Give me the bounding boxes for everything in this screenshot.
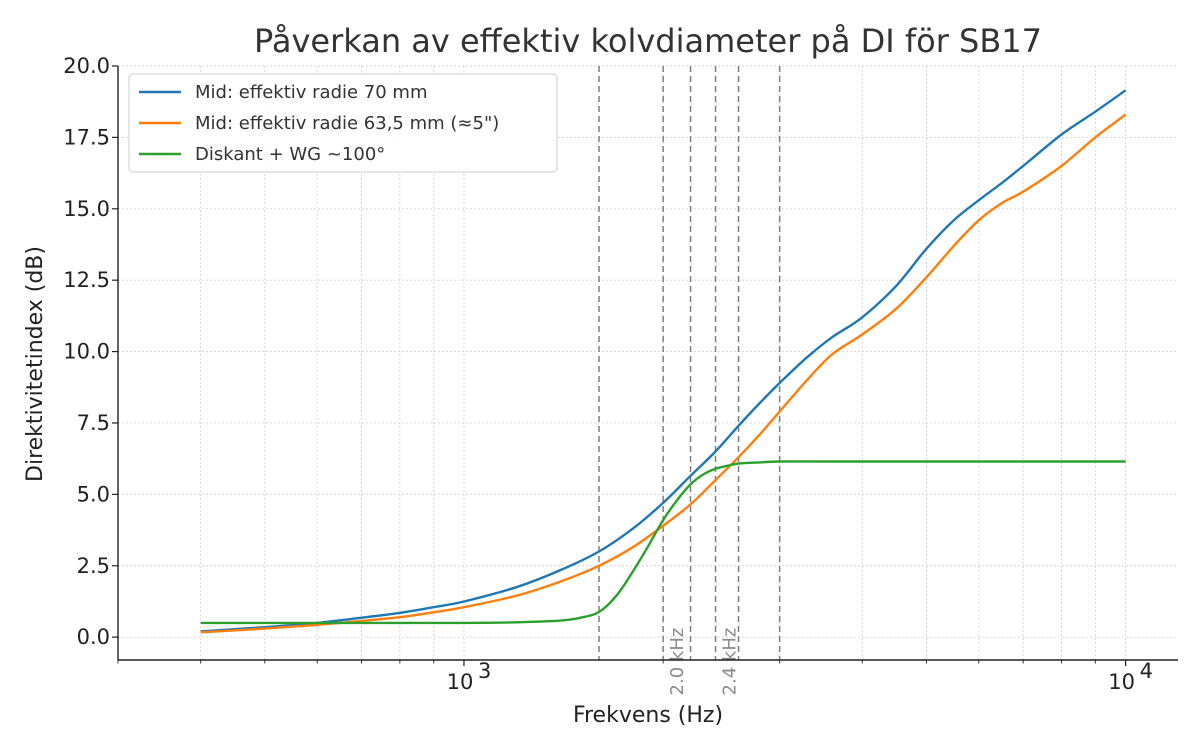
y-tick-label: 2.5 [77, 554, 110, 578]
y-axis-label: Direktivitetindex (dB) [23, 246, 48, 482]
y-tick-label: 20.0 [63, 54, 110, 78]
x-tick-exponent: 4 [1140, 659, 1153, 683]
marker-lines: 2.0 kHz 2.4 kHz [598, 66, 781, 696]
x-tick-label: 10 [447, 670, 474, 694]
x-tick-label: 10 [1108, 670, 1135, 694]
y-tick-label: 7.5 [77, 411, 110, 435]
series-group [200, 89, 1127, 634]
legend-entry-3: Diskant + WG ~100° [195, 144, 385, 165]
series-line-2 [200, 113, 1127, 634]
legend-entry-2: Mid: effektiv radie 63,5 mm (≈5") [195, 113, 499, 134]
series-line-1 [200, 89, 1127, 633]
legend: Mid: effektiv radie 70 mm Mid: effektiv r… [128, 73, 558, 173]
chart-title: Påverkan av effektiv kolvdiameter på DI … [254, 22, 1042, 60]
legend-box [128, 73, 558, 173]
x-axis-label: Frekvens (Hz) [573, 703, 723, 728]
y-tick-label: 17.5 [63, 125, 110, 149]
marker-line-label: 2.4 kHz [720, 628, 741, 696]
series-line-3 [200, 460, 1126, 625]
y-tick-label: 0.0 [77, 625, 110, 649]
y-tick-label: 12.5 [63, 268, 110, 292]
y-tick-label: 5.0 [77, 482, 110, 506]
tick-labels: 0.02.55.07.510.012.515.017.520.010 3 10 4 [63, 54, 1153, 694]
legend-entry-1: Mid: effektiv radie 70 mm [195, 82, 428, 103]
marker-line-label: 2.0 kHz [667, 628, 688, 696]
y-tick-label: 10.0 [63, 340, 110, 364]
axes [112, 65, 1178, 666]
x-tick-exponent: 3 [478, 659, 491, 683]
y-tick-label: 15.0 [63, 197, 110, 221]
